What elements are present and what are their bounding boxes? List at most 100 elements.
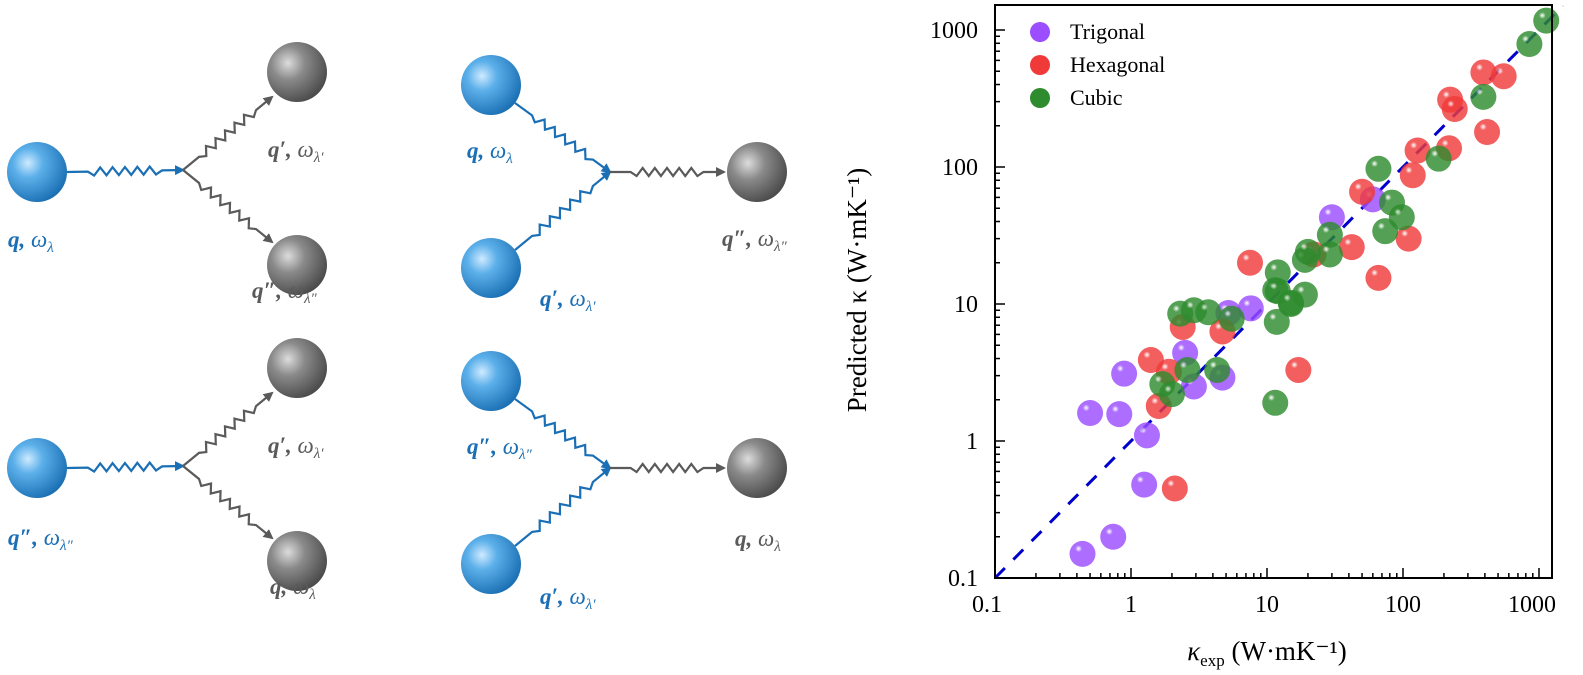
data-point-cubic	[1316, 221, 1343, 248]
data-point-cubic	[1533, 7, 1560, 34]
scatter-chart: 0.1 1 10 100 1000 0.1 1 10 100 1000 κexp…	[842, 4, 1565, 670]
incoming-phonon-ball	[461, 238, 521, 298]
x-tick-label: 100	[1385, 592, 1421, 618]
data-point-trigonal	[1069, 540, 1096, 567]
y-tick-label: 100	[942, 155, 978, 181]
phonon-propagator-line	[182, 95, 274, 171]
phonon-propagator-line	[514, 102, 612, 174]
data-point-cubic	[1174, 356, 1201, 383]
data-point-cubic	[1277, 289, 1304, 316]
data-point-hexagonal	[1237, 249, 1264, 276]
label-p3-out2: q, ωλ	[270, 574, 316, 603]
data-points	[1069, 7, 1560, 567]
outgoing-phonon-ball	[267, 338, 327, 398]
legend: Trigonal Hexagonal Cubic	[1030, 19, 1165, 110]
phonon-propagator-line	[66, 460, 185, 474]
phonon-propagator-line	[66, 164, 185, 178]
data-point-hexagonal	[1395, 225, 1422, 252]
incoming-phonon-ball	[7, 438, 67, 498]
plot-frame	[994, 4, 1553, 579]
legend-marker-hexagonal	[1030, 55, 1050, 75]
phonon-propagator-line	[610, 462, 726, 474]
x-tick-label: 1000	[1508, 592, 1556, 618]
data-point-cubic	[1158, 381, 1185, 408]
data-point-trigonal	[1100, 523, 1127, 550]
data-point-hexagonal	[1470, 59, 1497, 86]
label-p2-in2: q′, ωλ′	[540, 286, 596, 315]
data-point-trigonal	[1237, 295, 1264, 322]
label-p1-in: q, ωλ	[8, 227, 54, 256]
y-axis-title: Predicted κ (W·mK⁻¹)	[842, 168, 872, 412]
data-point-cubic	[1262, 389, 1289, 416]
label-p4-in2: q′, ωλ′	[540, 584, 596, 613]
phonon-propagator-line	[182, 391, 274, 467]
outgoing-phonon-ball	[267, 531, 327, 591]
legend-marker-cubic	[1030, 88, 1050, 108]
data-point-cubic	[1195, 299, 1222, 326]
outgoing-phonon-ball	[727, 142, 787, 202]
phonon-propagator-line	[514, 170, 612, 251]
data-point-trigonal	[1131, 471, 1158, 498]
data-point-cubic	[1264, 259, 1291, 286]
outgoing-phonon-ball	[727, 438, 787, 498]
label-p1-out2: q″, ωλ″	[252, 278, 317, 307]
label-p4-in1: q″, ωλ″	[467, 434, 532, 463]
outgoing-phonon-ball	[267, 235, 327, 295]
data-point-hexagonal	[1404, 137, 1431, 164]
phonon-propagator-line	[182, 169, 274, 244]
data-point-cubic	[1316, 241, 1343, 268]
label-p3-in: q″, ωλ″	[8, 525, 73, 554]
data-point-hexagonal	[1399, 162, 1426, 189]
phonon-propagator-line	[514, 398, 612, 470]
x-tick-label: 0.1	[972, 592, 1002, 618]
diagram-labels: q, ωλ q′, ωλ′ q″, ωλ″ q, ωλ q′, ωλ′ q″, …	[8, 137, 787, 613]
phonon-propagator-line	[182, 465, 274, 540]
incoming-phonon-ball	[461, 351, 521, 411]
data-point-trigonal	[1077, 400, 1104, 427]
label-p4-out: q, ωλ	[735, 526, 781, 555]
data-point-trigonal	[1111, 360, 1138, 387]
x-axis-title: κexp (W·mK⁻¹)	[1187, 636, 1347, 670]
data-point-trigonal	[1106, 401, 1133, 428]
data-point-hexagonal	[1441, 96, 1468, 123]
data-point-cubic	[1372, 218, 1399, 245]
phonon-propagator-line	[610, 166, 726, 178]
data-point-hexagonal	[1161, 475, 1188, 502]
incoming-phonon-ball	[461, 55, 521, 115]
data-point-hexagonal	[1490, 63, 1517, 90]
data-point-cubic	[1218, 305, 1245, 332]
y-tick-label: 10	[954, 292, 978, 318]
y-tick-label: 1	[966, 429, 978, 455]
legend-label: Cubic	[1070, 85, 1123, 110]
data-point-hexagonal	[1349, 178, 1376, 205]
incoming-phonon-ball	[461, 534, 521, 594]
y-tick-label: 0.1	[948, 566, 978, 592]
axis-ticks	[994, 29, 1540, 579]
data-point-cubic	[1365, 155, 1392, 182]
label-p2-in1: q, ωλ	[467, 138, 513, 167]
phonon-propagator-line	[514, 466, 612, 547]
legend-marker-trigonal	[1030, 22, 1050, 42]
legend-label: Hexagonal	[1070, 52, 1165, 77]
data-point-trigonal	[1133, 422, 1160, 449]
legend-label: Trigonal	[1070, 19, 1145, 44]
data-point-cubic	[1204, 356, 1231, 383]
x-tick-label: 10	[1255, 592, 1279, 618]
data-point-cubic	[1294, 238, 1321, 265]
label-p1-out1: q′, ωλ′	[268, 137, 324, 166]
data-point-cubic	[1425, 145, 1452, 172]
label-p2-out: q″, ωλ″	[722, 226, 787, 255]
data-point-cubic	[1470, 83, 1497, 110]
y-tick-label: 1000	[930, 18, 978, 44]
x-tick-label: 1	[1125, 592, 1137, 618]
outgoing-phonon-ball	[267, 42, 327, 102]
incoming-phonon-ball	[7, 142, 67, 202]
data-point-hexagonal	[1474, 119, 1501, 146]
phonon-scattering-diagrams	[7, 42, 787, 594]
data-point-hexagonal	[1285, 356, 1312, 383]
data-point-cubic	[1263, 308, 1290, 335]
data-point-hexagonal	[1338, 234, 1365, 261]
data-point-hexagonal	[1365, 264, 1392, 291]
label-p3-out1: q′, ωλ′	[268, 433, 324, 462]
